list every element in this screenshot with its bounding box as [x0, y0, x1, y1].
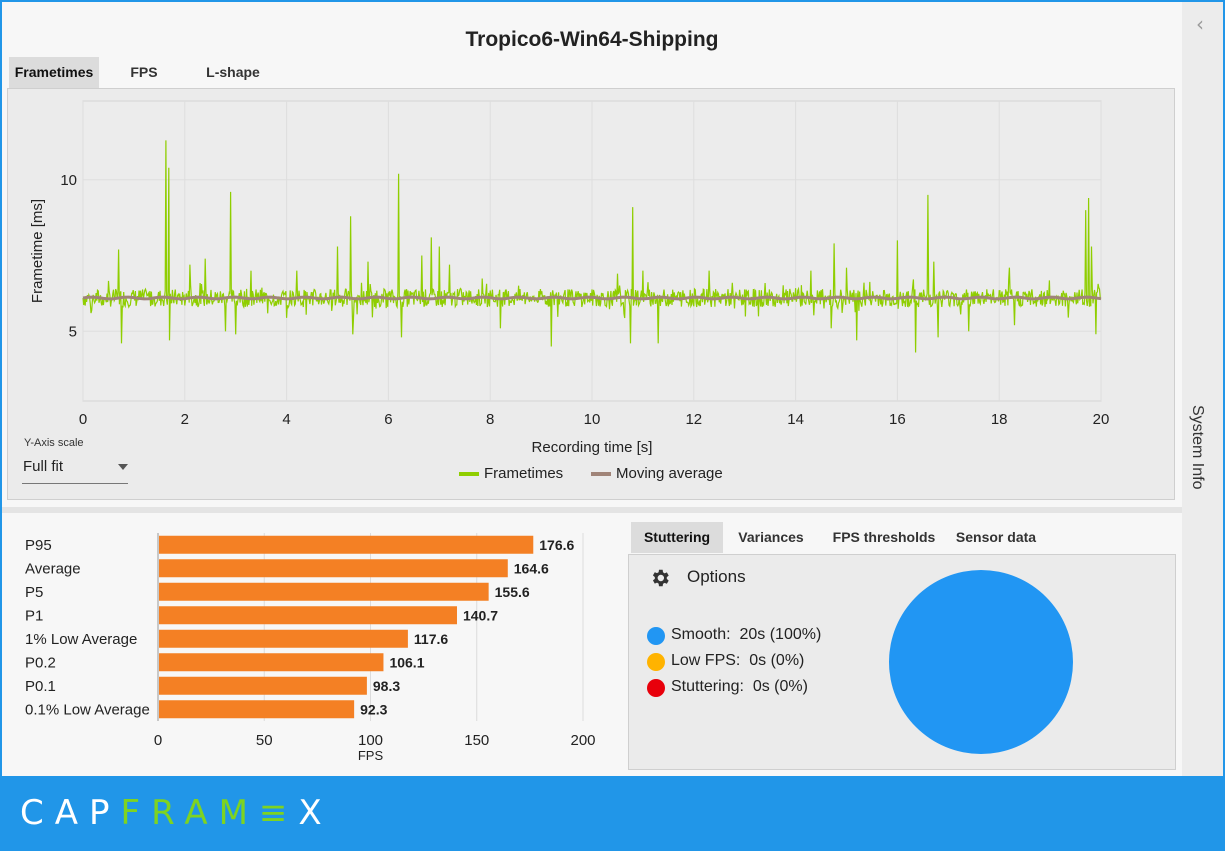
x-tick-label: 6: [384, 411, 392, 428]
panel-divider[interactable]: [2, 507, 1182, 513]
bar-category-label: 1% Low Average: [25, 631, 137, 648]
bar: [159, 676, 367, 695]
bar-value-label: 140.7: [463, 607, 498, 623]
x-axis-label: Recording time [s]: [532, 439, 653, 456]
y-tick-label: 10: [60, 172, 77, 189]
tab-fps-thresholds[interactable]: FPS thresholds: [832, 529, 936, 545]
x-tick-label: 0: [154, 732, 162, 749]
legend-low-fps-text: Low FPS: 0s (0%): [671, 652, 805, 669]
stuttering-panel: Options Smooth: 20s (100%) Low FPS: 0s (…: [628, 554, 1176, 770]
y-axis-scale-select[interactable]: Full fit: [22, 452, 128, 484]
bar: [159, 629, 408, 648]
gear-icon: [652, 569, 669, 587]
stuttering-pie-chart: [889, 570, 1073, 754]
x-tick-label: 50: [256, 732, 273, 749]
x-tick-label: 4: [282, 411, 290, 428]
y-axis-scale-value: Full fit: [23, 458, 64, 475]
bar: [159, 700, 355, 719]
bar: [159, 606, 457, 625]
x-tick-label: 16: [889, 411, 906, 428]
legend-moving-average-label: Moving average: [616, 465, 723, 482]
bar-category-label: P95: [25, 537, 52, 554]
legend-frametimes-swatch: [459, 472, 479, 476]
x-tick-label: 200: [570, 732, 595, 749]
x-tick-label: 18: [991, 411, 1008, 428]
bar-value-label: 98.3: [373, 678, 400, 694]
fps-percentile-chart: 0 50 100 150 200 FPS P95 176.6 Average 164.6 P5 155…: [25, 533, 596, 763]
tab-l-shape[interactable]: L-shape: [206, 64, 260, 80]
stuttering-color-dot: [647, 679, 665, 697]
chevron-left-icon[interactable]: ‹: [1196, 12, 1204, 36]
options-label: Options: [687, 567, 746, 586]
smooth-color-dot: [647, 627, 665, 645]
frametime-chart: 0 2 4 6 8 10 12 14 16 18 20 5 10 Recording time [s] Fr…: [29, 100, 1110, 482]
bar-value-label: 155.6: [495, 584, 530, 600]
x-tick-label: 10: [584, 411, 601, 428]
x-tick-label: 14: [787, 411, 804, 428]
system-info-sidebar[interactable]: [1182, 2, 1223, 776]
x-tick-label: 100: [358, 732, 383, 749]
legend-stuttering-text: Stuttering: 0s (0%): [671, 678, 808, 695]
y-axis-scale-caption: Y-Axis scale: [24, 437, 84, 449]
x-tick-label: 0: [79, 411, 87, 428]
series-frametimes: [82, 140, 1102, 353]
tab-frametimes[interactable]: Frametimes: [9, 57, 99, 88]
bar: [159, 559, 508, 578]
bar-category-label: P1: [25, 607, 43, 624]
bar-value-label: 176.6: [539, 537, 574, 553]
y-tick-label: 5: [69, 323, 77, 340]
x-tick-label: 8: [486, 411, 494, 428]
bar-category-label: Average: [25, 560, 81, 577]
tab-fps[interactable]: FPS: [130, 64, 158, 80]
tab-sensor-data[interactable]: Sensor data: [955, 529, 1037, 545]
legend-frametimes-label: Frametimes: [484, 465, 563, 482]
x-axis-label: FPS: [358, 748, 384, 763]
bar-value-label: 117.6: [414, 631, 448, 647]
low-fps-color-dot: [647, 653, 665, 671]
page-title: Tropico6-Win64-Shipping: [465, 28, 719, 51]
system-info-toggle[interactable]: System Info: [1188, 405, 1218, 505]
x-tick-label: 150: [464, 732, 489, 749]
y-axis-label: Frametime [ms]: [29, 199, 46, 303]
chevron-down-icon: [118, 464, 128, 470]
bar-value-label: 106.1: [389, 654, 424, 670]
legend-moving-average-swatch: [591, 472, 611, 476]
bar-category-label: P5: [25, 584, 43, 601]
bar: [159, 535, 534, 554]
capframex-logo: CAPFRAM≡X: [20, 793, 333, 833]
series-moving-average: [82, 295, 1102, 301]
bar-value-label: 92.3: [360, 701, 387, 717]
system-info-label: System Info: [1189, 405, 1206, 490]
bar: [159, 653, 384, 672]
bar-category-label: P0.2: [25, 654, 56, 671]
pie-slice-smooth: [889, 570, 1073, 754]
x-tick-label: 20: [1093, 411, 1110, 428]
frametime-chart-panel: 0 2 4 6 8 10 12 14 16 18 20 5 10 Recording time [s] Fr…: [7, 88, 1175, 500]
x-tick-label: 2: [181, 411, 189, 428]
legend-smooth-text: Smooth: 20s (100%): [671, 626, 822, 643]
bar-category-label: 0.1% Low Average: [25, 701, 150, 718]
bar-value-label: 164.6: [514, 560, 549, 576]
bar-category-label: P0.1: [25, 678, 56, 695]
tab-variances[interactable]: Variances: [738, 529, 804, 545]
bar: [159, 582, 489, 601]
tab-stuttering[interactable]: Stuttering: [631, 522, 723, 553]
x-tick-label: 12: [685, 411, 702, 428]
footer-bar: CAPFRAM≡X: [0, 776, 1225, 851]
